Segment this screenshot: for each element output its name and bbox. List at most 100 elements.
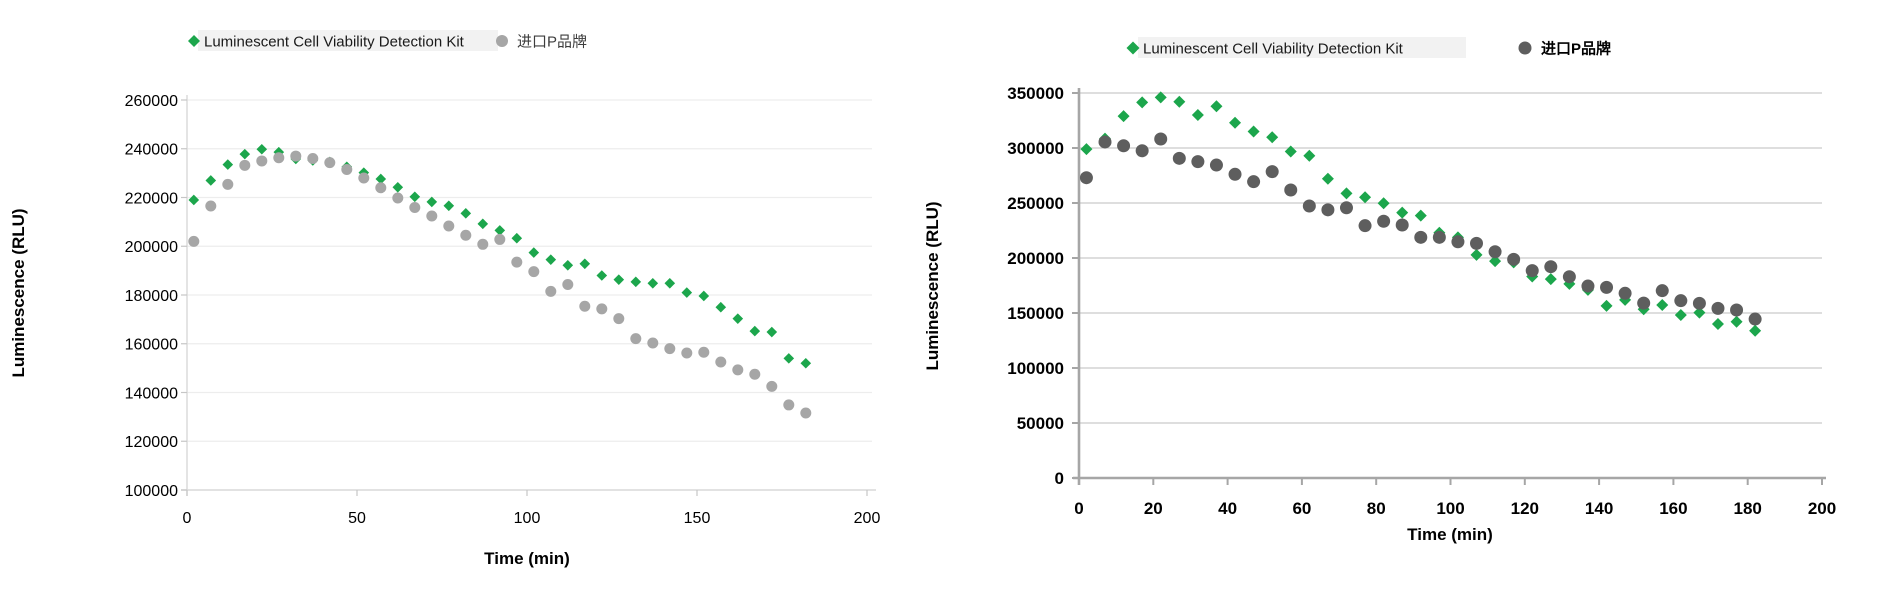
legend-label: Luminescent Cell Viability Detection Kit [1143, 40, 1404, 57]
data-point-diamond [1693, 306, 1706, 319]
data-point-circle [256, 155, 268, 167]
y-tick-label: 260000 [125, 93, 178, 110]
data-point-circle [528, 266, 540, 278]
data-point-circle [562, 279, 574, 291]
data-point-diamond [681, 287, 693, 298]
data-point-circle [1209, 158, 1223, 172]
data-point-circle [341, 163, 353, 175]
data-point-diamond [545, 254, 557, 265]
data-point-diamond [715, 301, 727, 313]
data-point-diamond [1674, 308, 1687, 321]
data-point-circle [222, 178, 234, 190]
data-point-circle [1191, 155, 1205, 169]
data-point-diamond [1117, 110, 1130, 123]
data-point-circle [1432, 230, 1446, 244]
x-tick-label: 20 [1144, 499, 1163, 518]
data-point-diamond [562, 259, 574, 271]
y-tick-label: 200000 [1007, 249, 1064, 268]
x-tick-label: 180 [1734, 499, 1762, 518]
data-point-circle [375, 182, 387, 194]
data-point-diamond [1470, 248, 1483, 261]
x-tick-label: 50 [348, 510, 366, 527]
data-point-diamond [596, 270, 608, 281]
y-tick-label: 100000 [1007, 359, 1064, 378]
legend-label: Luminescent Cell Viability Detection Kit [204, 33, 465, 50]
data-point-circle [1321, 203, 1335, 217]
y-tick-label: 120000 [125, 434, 178, 451]
x-tick-label: 160 [1659, 499, 1687, 518]
data-point-circle [188, 235, 200, 247]
y-tick-label: 200000 [125, 239, 178, 256]
x-tick-label: 80 [1367, 499, 1386, 518]
data-point-diamond [630, 276, 642, 288]
data-point-diamond [1136, 96, 1149, 109]
data-point-circle [664, 343, 676, 355]
data-point-diamond [239, 148, 251, 160]
data-point-circle [239, 159, 251, 171]
data-point-circle [698, 346, 710, 358]
x-tick-label: 100 [514, 510, 541, 527]
data-point-circle [1544, 260, 1558, 274]
data-point-diamond [783, 353, 795, 364]
data-point-circle [1265, 165, 1279, 179]
data-point-circle [307, 153, 319, 164]
data-point-diamond [766, 326, 778, 338]
data-point-circle [766, 380, 778, 392]
data-point-diamond [494, 225, 506, 236]
data-point-diamond [426, 196, 438, 208]
data-point-diamond [698, 290, 710, 302]
y-axis-title: Luminescence (RLU) [9, 208, 28, 377]
data-point-diamond [1080, 143, 1093, 156]
data-point-circle [1172, 151, 1186, 165]
y-tick-label: 150000 [1007, 304, 1064, 323]
x-axis-title: Time (min) [484, 549, 570, 568]
data-point-diamond [579, 258, 591, 270]
data-point-diamond [1396, 206, 1409, 219]
legend-label: 进口P品牌 [517, 33, 587, 50]
data-point-diamond [477, 218, 489, 230]
data-point-circle [715, 356, 727, 368]
data-point-diamond [1173, 95, 1186, 108]
data-point-circle [1377, 214, 1391, 228]
data-point-diamond [1489, 255, 1502, 268]
data-point-circle [1562, 270, 1576, 284]
data-point-diamond [392, 181, 404, 193]
data-point-diamond [1730, 315, 1743, 328]
data-point-diamond [749, 325, 761, 337]
data-point-circle [1637, 296, 1651, 310]
data-point-diamond [1377, 197, 1390, 210]
y-tick-label: 350000 [1007, 84, 1064, 103]
data-point-circle [1711, 301, 1725, 315]
data-point-diamond [511, 232, 523, 244]
data-point-circle [1079, 171, 1093, 185]
x-axis-title: Time (min) [1407, 525, 1493, 544]
data-point-circle [1692, 296, 1706, 310]
data-point-circle [1284, 183, 1298, 197]
legend-label: 进口P品牌 [1541, 39, 1611, 57]
data-point-diamond [1210, 100, 1223, 113]
data-point-diamond [1544, 273, 1557, 286]
data-point-diamond [1191, 109, 1204, 121]
y-tick-label: 140000 [125, 385, 178, 402]
data-point-diamond [1359, 191, 1372, 204]
data-point-circle [579, 300, 591, 312]
data-point-circle [1488, 245, 1502, 259]
data-point-circle [1395, 218, 1409, 232]
data-point-diamond [1321, 172, 1334, 185]
data-point-circle [1730, 303, 1744, 317]
y-tick-label: 220000 [125, 190, 178, 207]
y-tick-label: 160000 [125, 337, 178, 354]
legend-marker-circle [496, 35, 508, 47]
data-point-circle [1154, 132, 1168, 146]
data-point-circle [1414, 230, 1428, 244]
x-tick-label: 120 [1511, 499, 1539, 518]
data-point-circle [443, 220, 455, 232]
data-point-circle [426, 210, 438, 222]
data-point-diamond [1266, 131, 1279, 144]
data-point-circle [681, 347, 693, 359]
data-point-circle [749, 368, 761, 380]
data-point-diamond [1600, 299, 1613, 312]
data-point-diamond [205, 175, 217, 186]
legend-label-highlight [198, 30, 498, 51]
